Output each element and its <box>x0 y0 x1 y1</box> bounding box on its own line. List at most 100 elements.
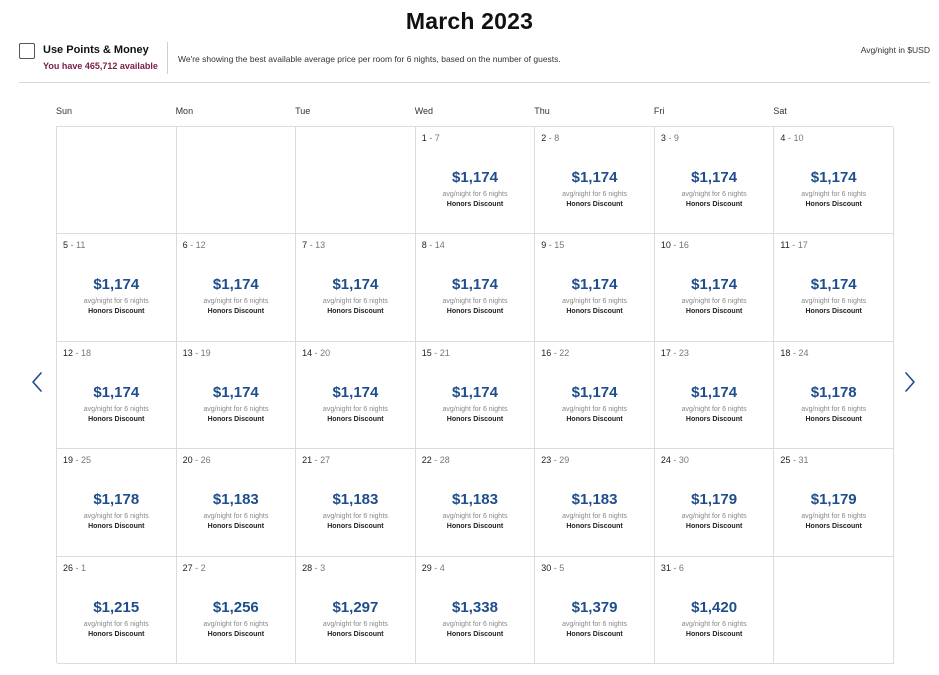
calendar-date-cell[interactable]: 14 - 20 $1,174 avg/night for 6 nights Honor… <box>296 341 416 450</box>
calendar-date-cell[interactable]: 30 - 5 $1,379 avg/night for 6 nights Honors… <box>535 556 655 664</box>
check-out-day: 10 <box>793 133 804 143</box>
check-out-day: 22 <box>559 347 570 358</box>
range-separator: - <box>187 240 196 251</box>
nightly-price: $1,174 <box>332 383 379 401</box>
calendar-date-cell[interactable]: 10 - 16 $1,174 avg/night for 6 nights Honor… <box>654 234 775 342</box>
check-in-day: 17 <box>660 347 671 358</box>
calendar-date-cell[interactable]: 13 - 19 $1,174 avg/night for 6 nights Honor… <box>176 341 297 450</box>
range-separator: - <box>192 347 201 358</box>
rate-type-label: Honors Discount <box>566 201 623 208</box>
rate-type-label: Honors Discount <box>88 308 145 316</box>
rate-type-label: Honors Discount <box>327 630 384 638</box>
stay-date-range: 27 - 2 <box>183 563 206 573</box>
check-in-day: 14 <box>302 347 313 358</box>
check-in-day: 25 <box>780 455 791 466</box>
day-of-week-label: Sun <box>56 106 73 116</box>
nightly-price: $1,174 <box>571 169 618 186</box>
range-separator: - <box>670 240 679 251</box>
calendar-date-cell[interactable]: 4 - 10 $1,174 avg/night for 6 nights Honors… <box>774 127 894 235</box>
nightly-price: $1,174 <box>212 276 259 294</box>
use-points-checkbox[interactable] <box>19 43 35 59</box>
check-out-day: 11 <box>76 240 86 251</box>
calendar-date-cell[interactable]: 8 - 14 $1,174 avg/night for 6 nights Honors… <box>415 234 536 342</box>
price-caption: avg/night for 6 nights <box>203 620 269 628</box>
price-caption: avg/night for 6 nights <box>83 620 149 628</box>
range-separator: - <box>426 133 435 143</box>
calendar-date-cell[interactable]: 3 - 9 $1,174 avg/night for 6 nights Honors … <box>654 127 775 235</box>
check-in-day: 21 <box>302 455 313 466</box>
check-in-day: 31 <box>660 562 671 573</box>
calendar-empty-cell <box>774 556 894 664</box>
calendar-date-cell[interactable]: 27 - 2 $1,256 avg/night for 6 nights Honors… <box>176 556 297 664</box>
check-out-day: 26 <box>200 455 211 466</box>
calendar-date-cell[interactable]: 25 - 31 $1,179 avg/night for 6 nights Honor… <box>774 449 894 557</box>
nightly-price: $1,297 <box>332 598 379 616</box>
price-caption: avg/night for 6 nights <box>801 513 867 521</box>
calendar-date-cell[interactable]: 24 - 30 $1,179 avg/night for 6 nights Honor… <box>654 449 775 557</box>
next-month-button[interactable] <box>901 370 921 394</box>
calendar-date-cell[interactable]: 16 - 22 $1,174 avg/night for 6 nights Honor… <box>535 341 655 450</box>
check-out-day: 12 <box>195 240 206 251</box>
calendar-date-cell[interactable]: 23 - 29 $1,183 avg/night for 6 nights Honor… <box>535 449 655 557</box>
day-of-week-label: Fri <box>653 106 665 116</box>
day-of-week-label: Sat <box>773 106 787 116</box>
calendar-date-cell[interactable]: 9 - 15 $1,174 avg/night for 6 nights Honors… <box>535 234 655 342</box>
check-in-day: 1 <box>421 133 427 143</box>
calendar-date-cell[interactable]: 15 - 21 $1,174 avg/night for 6 nights Honor… <box>415 341 536 450</box>
check-out-day: 13 <box>315 240 326 251</box>
price-caption: avg/night for 6 nights <box>442 405 508 413</box>
rate-type-label: Honors Discount <box>207 308 265 316</box>
range-separator: - <box>551 562 560 573</box>
check-out-day: 17 <box>797 240 808 251</box>
check-out-day: 19 <box>200 347 211 358</box>
calendar-date-cell[interactable]: 28 - 3 $1,297 avg/night for 6 nights Honors… <box>296 556 416 664</box>
check-in-day: 7 <box>302 240 308 251</box>
price-caption: avg/night for 6 nights <box>681 620 747 628</box>
rate-type-label: Honors Discount <box>566 308 623 316</box>
calendar-date-cell[interactable]: 11 - 17 $1,174 avg/night for 6 nights Honor… <box>774 234 894 342</box>
stay-date-range: 26 - 1 <box>63 563 86 573</box>
stay-date-range: 21 - 27 <box>302 455 330 465</box>
calendar-date-cell[interactable]: 22 - 28 $1,183 avg/night for 6 nights Honor… <box>415 449 536 557</box>
stay-date-range: 7 - 13 <box>302 240 325 250</box>
nightly-price: $1,174 <box>452 169 498 186</box>
price-caption: avg/night for 6 nights <box>801 405 867 413</box>
nightly-price: $1,174 <box>691 383 738 401</box>
calendar-date-cell[interactable]: 7 - 13 $1,174 avg/night for 6 nights Honors… <box>296 234 416 342</box>
range-separator: - <box>785 133 794 143</box>
rate-type-label: Honors Discount <box>566 415 623 423</box>
stay-date-range: 29 - 4 <box>422 563 445 573</box>
calendar-date-cell[interactable]: 1 - 7 $1,174 avg/night for 6 nights Honors … <box>415 127 536 235</box>
calendar-date-cell[interactable]: 12 - 18 $1,174 avg/night for 6 nights Honor… <box>57 341 177 450</box>
stay-date-range: 18 - 24 <box>780 348 808 358</box>
range-separator: - <box>307 240 316 251</box>
calendar-date-cell[interactable]: 17 - 23 $1,174 avg/night for 6 nights Honor… <box>654 341 775 450</box>
rate-type-label: Honors Discount <box>327 415 384 423</box>
check-in-day: 19 <box>63 455 74 466</box>
price-caption: avg/night for 6 nights <box>442 191 508 198</box>
nightly-price: $1,183 <box>571 491 618 509</box>
calendar-date-cell[interactable]: 19 - 25 $1,178 avg/night for 6 nights Honor… <box>57 449 177 557</box>
rate-type-label: Honors Discount <box>446 308 504 316</box>
calendar-date-cell[interactable]: 31 - 6 $1,420 avg/night for 6 nights Honors… <box>654 556 775 664</box>
calendar-date-cell[interactable]: 2 - 8 $1,174 avg/night for 6 nights Honors … <box>535 127 655 235</box>
page-title: March 2023 <box>405 8 534 34</box>
rate-type-label: Honors Discount <box>566 523 623 531</box>
price-caption: avg/night for 6 nights <box>562 513 628 521</box>
check-out-day: 9 <box>673 133 679 143</box>
calendar-date-cell[interactable]: 29 - 4 $1,338 avg/night for 6 nights Honors… <box>415 556 536 664</box>
check-out-day: 18 <box>81 347 92 358</box>
range-separator: - <box>312 455 321 466</box>
stay-date-range: 12 - 18 <box>63 348 91 358</box>
calendar-date-cell[interactable]: 26 - 1 $1,215 avg/night for 6 nights Honors… <box>57 556 177 664</box>
stay-date-range: 24 - 30 <box>661 455 689 465</box>
calendar-date-cell[interactable]: 5 - 11 $1,174 avg/night for 6 nights Honors… <box>57 234 177 342</box>
previous-month-button[interactable] <box>28 370 48 394</box>
calendar-date-cell[interactable]: 6 - 12 $1,174 avg/night for 6 nights Honors… <box>176 234 297 342</box>
price-caption: avg/night for 6 nights <box>681 298 747 306</box>
calendar-date-cell[interactable]: 18 - 24 $1,178 avg/night for 6 nights Honor… <box>774 341 894 450</box>
calendar-date-cell[interactable]: 20 - 26 $1,183 avg/night for 6 nights Honor… <box>176 449 297 557</box>
calendar-date-cell[interactable]: 21 - 27 $1,183 avg/night for 6 nights Honor… <box>296 449 416 557</box>
range-separator: - <box>670 455 679 466</box>
range-separator: - <box>670 347 679 358</box>
